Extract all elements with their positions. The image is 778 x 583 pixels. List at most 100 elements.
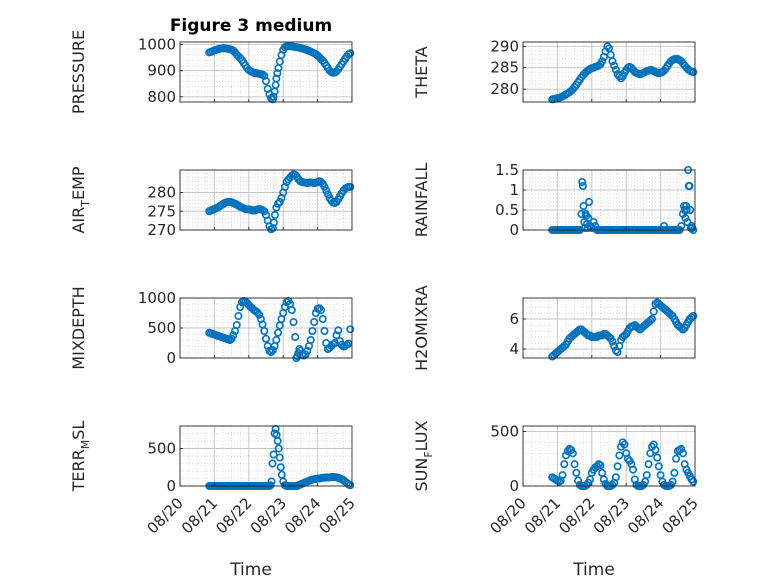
data-point bbox=[346, 481, 355, 490]
ylabel-subscript: T bbox=[79, 200, 92, 208]
subplot-theta: 280 285 290 THETA bbox=[412, 37, 698, 104]
data-point bbox=[649, 307, 658, 316]
data-point bbox=[323, 190, 332, 199]
y-tick-label: 280 bbox=[147, 184, 176, 202]
subplot-rainfall: 0 0.5 1 1.5 RAINFALL bbox=[412, 161, 698, 239]
data-point bbox=[608, 337, 617, 346]
data-point bbox=[677, 222, 686, 231]
data-point bbox=[578, 182, 587, 191]
data-point bbox=[320, 182, 329, 191]
y-axis-label: PRESSURE bbox=[69, 30, 88, 114]
xlabel-right: Time bbox=[572, 560, 615, 580]
data-point bbox=[274, 444, 283, 453]
y-tick-label: 0 bbox=[509, 477, 519, 495]
data-point bbox=[677, 444, 686, 453]
data-point bbox=[651, 299, 660, 308]
data-point bbox=[266, 481, 275, 490]
data-point bbox=[560, 460, 569, 469]
y-tick-label: 900 bbox=[147, 62, 176, 80]
data-point bbox=[599, 475, 608, 484]
data-point bbox=[273, 436, 282, 445]
data-point bbox=[276, 463, 285, 472]
data-point bbox=[574, 476, 583, 485]
data-point bbox=[689, 477, 698, 486]
y-axis-label: THETA bbox=[412, 46, 431, 98]
data-point bbox=[608, 57, 617, 66]
y-tick-label: 0 bbox=[509, 221, 519, 239]
data-point bbox=[610, 341, 619, 350]
data-point bbox=[346, 325, 355, 334]
data-point bbox=[642, 471, 651, 480]
data-point bbox=[668, 477, 677, 486]
y-axis-label: MIXDEPTH bbox=[69, 286, 88, 369]
data-point bbox=[272, 335, 281, 344]
axes-frame bbox=[522, 41, 696, 103]
data-point bbox=[610, 61, 619, 70]
data-point bbox=[685, 182, 694, 191]
data-point bbox=[598, 57, 607, 66]
data-point bbox=[689, 311, 698, 320]
data-point bbox=[315, 304, 324, 313]
data-point bbox=[280, 182, 289, 191]
y-axis-label: AIRTEMP bbox=[69, 166, 92, 233]
data-point bbox=[306, 335, 315, 344]
data-point bbox=[272, 74, 281, 83]
data-point bbox=[647, 314, 656, 323]
data-point bbox=[651, 445, 660, 454]
data-point bbox=[596, 461, 605, 470]
data-point bbox=[346, 182, 355, 191]
data-point bbox=[289, 317, 298, 326]
data-point bbox=[683, 218, 692, 227]
y-tick-label: 1000 bbox=[138, 36, 176, 54]
data-point bbox=[236, 302, 245, 311]
ylabel-subscript: F bbox=[422, 451, 435, 457]
data-point bbox=[269, 218, 278, 227]
axes-frame bbox=[522, 297, 696, 359]
data-point bbox=[291, 332, 300, 341]
subplot-pressure: 800 900 1000 PRESSURE bbox=[69, 30, 355, 114]
data-point bbox=[646, 316, 655, 325]
data-point bbox=[320, 326, 329, 335]
ylabel-part: LUX bbox=[412, 420, 431, 451]
data-point bbox=[584, 214, 593, 223]
data-point bbox=[255, 310, 264, 319]
data-point bbox=[670, 468, 679, 477]
data-point bbox=[578, 178, 587, 187]
y-tick-label: 0 bbox=[166, 349, 176, 367]
data-point bbox=[268, 346, 277, 355]
y-tick-label: 270 bbox=[147, 221, 176, 239]
data-point bbox=[582, 212, 591, 221]
data-point bbox=[686, 206, 695, 215]
data-point bbox=[589, 218, 598, 227]
subplot-mixdepth: 0 500 1000 MIXDEPTH bbox=[69, 286, 355, 370]
data-point bbox=[653, 453, 662, 462]
y-tick-label: 800 bbox=[147, 88, 176, 106]
data-point bbox=[267, 347, 276, 356]
y-tick-label: 280 bbox=[490, 80, 519, 98]
y-axis-label: H2OMIXRA bbox=[412, 285, 431, 371]
data-point bbox=[229, 331, 238, 340]
data-point bbox=[332, 331, 341, 340]
data-point bbox=[318, 314, 327, 323]
data-point bbox=[268, 459, 277, 468]
y-tick-label: 1000 bbox=[138, 289, 176, 307]
subplot-h2omixra: 4 6 H2OMIXRA bbox=[412, 285, 698, 371]
data-point bbox=[273, 69, 282, 78]
data-point bbox=[682, 206, 691, 215]
y-tick-label: 6 bbox=[509, 310, 519, 328]
y-tick-label: 500 bbox=[147, 440, 176, 458]
y-tick-label: 0.5 bbox=[495, 201, 519, 219]
data-point bbox=[269, 450, 278, 459]
ylabel-part: SL bbox=[69, 421, 88, 440]
data-point bbox=[274, 328, 283, 337]
y-tick-label: 0 bbox=[166, 477, 176, 495]
axes-frame bbox=[522, 425, 696, 487]
data-point bbox=[310, 317, 319, 326]
ylabel-part: TERR bbox=[69, 449, 88, 492]
data-point bbox=[260, 326, 269, 335]
data-point bbox=[611, 65, 620, 74]
data-point bbox=[644, 460, 653, 469]
data-point bbox=[275, 453, 284, 462]
ylabel-part: AIR bbox=[69, 207, 88, 234]
